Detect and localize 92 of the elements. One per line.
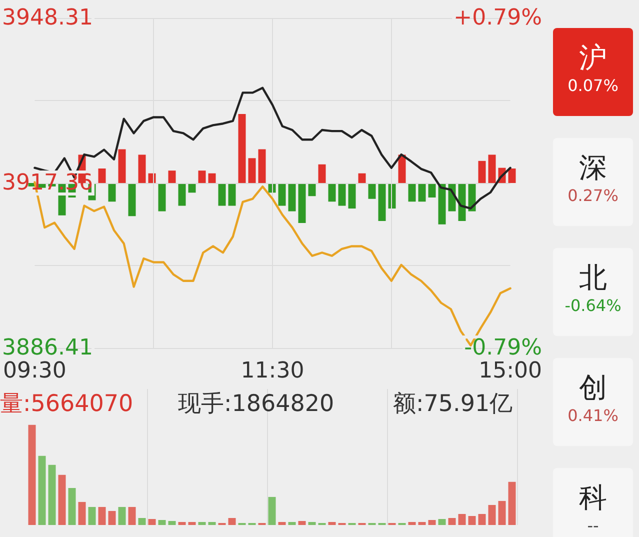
bar [478, 514, 486, 525]
bar [258, 149, 266, 183]
bar [478, 160, 486, 183]
bar [508, 168, 516, 183]
text: 0.27% [566, 186, 620, 206]
bar [298, 520, 306, 525]
bar [318, 164, 326, 183]
bar [288, 522, 296, 525]
bar [418, 183, 426, 202]
text: 量:5664070 [0, 390, 134, 419]
bar [438, 518, 446, 525]
bar [238, 114, 246, 183]
bar [188, 522, 196, 525]
bar [38, 456, 46, 525]
bar [198, 170, 206, 183]
bar [358, 173, 366, 183]
bar [148, 518, 156, 525]
bar [218, 183, 226, 206]
bar [288, 183, 296, 212]
bar [468, 516, 476, 525]
bar [88, 506, 96, 525]
bar [178, 183, 186, 206]
bar [98, 168, 106, 183]
text: 额:75.91亿 [393, 390, 513, 419]
text: 深 [578, 151, 608, 184]
y-tick-label: 3886.41 [2, 336, 93, 360]
bar [228, 518, 236, 525]
text: -0.64% [564, 296, 622, 316]
bar [308, 522, 316, 525]
bar [378, 183, 386, 221]
bar [328, 522, 336, 525]
x-tick-label: 11:30 [240, 358, 304, 384]
bar [178, 522, 186, 525]
bar [118, 506, 126, 525]
bar [138, 154, 146, 183]
text: 沪 [578, 41, 608, 74]
bar [128, 183, 136, 216]
bar [168, 520, 176, 525]
bar [348, 183, 356, 209]
bar [418, 522, 426, 525]
text: 现手:1864820 [178, 390, 334, 419]
bar [458, 514, 466, 525]
text: 0.41% [566, 406, 620, 426]
bar [158, 520, 166, 525]
bar [48, 464, 56, 525]
bar [128, 506, 136, 525]
bar [368, 183, 376, 199]
bar [268, 496, 276, 525]
bar [108, 510, 116, 525]
text: 0.07% [566, 76, 620, 96]
text: 创 [578, 371, 608, 404]
text: 北 [578, 261, 608, 294]
y2-tick-label: -0.79% [464, 336, 542, 360]
bar [498, 500, 506, 525]
text: -- [586, 516, 600, 536]
bar [508, 482, 516, 525]
bar [448, 518, 456, 525]
x-tick-label: 09:30 [2, 358, 66, 384]
bar [138, 518, 146, 525]
bar [68, 488, 76, 525]
bar [278, 522, 286, 525]
bar [308, 183, 316, 196]
bar [208, 522, 216, 525]
bar [298, 183, 306, 224]
bar [58, 474, 66, 525]
bar [408, 183, 416, 202]
bar [228, 183, 236, 206]
bar [398, 154, 406, 183]
text: 科 [578, 481, 608, 514]
bar [198, 522, 206, 525]
bar [158, 183, 166, 212]
y2-tick-label: +0.79% [454, 6, 542, 30]
bar [458, 183, 466, 221]
bar [208, 173, 216, 183]
bar [278, 183, 286, 206]
bar [78, 502, 86, 525]
bar [488, 154, 496, 183]
bar [168, 170, 176, 183]
bar [338, 183, 346, 206]
bar [118, 149, 126, 183]
x-tick-label: 15:00 [478, 358, 542, 384]
bar [108, 183, 116, 202]
bar [488, 504, 496, 525]
bar [428, 183, 436, 198]
bar [438, 183, 446, 224]
bar [28, 424, 36, 525]
bar [248, 158, 256, 183]
bar [428, 520, 436, 525]
bar [98, 506, 106, 525]
bar [408, 522, 416, 525]
bar [328, 183, 336, 202]
y-tick-label: 3948.31 [2, 6, 93, 30]
